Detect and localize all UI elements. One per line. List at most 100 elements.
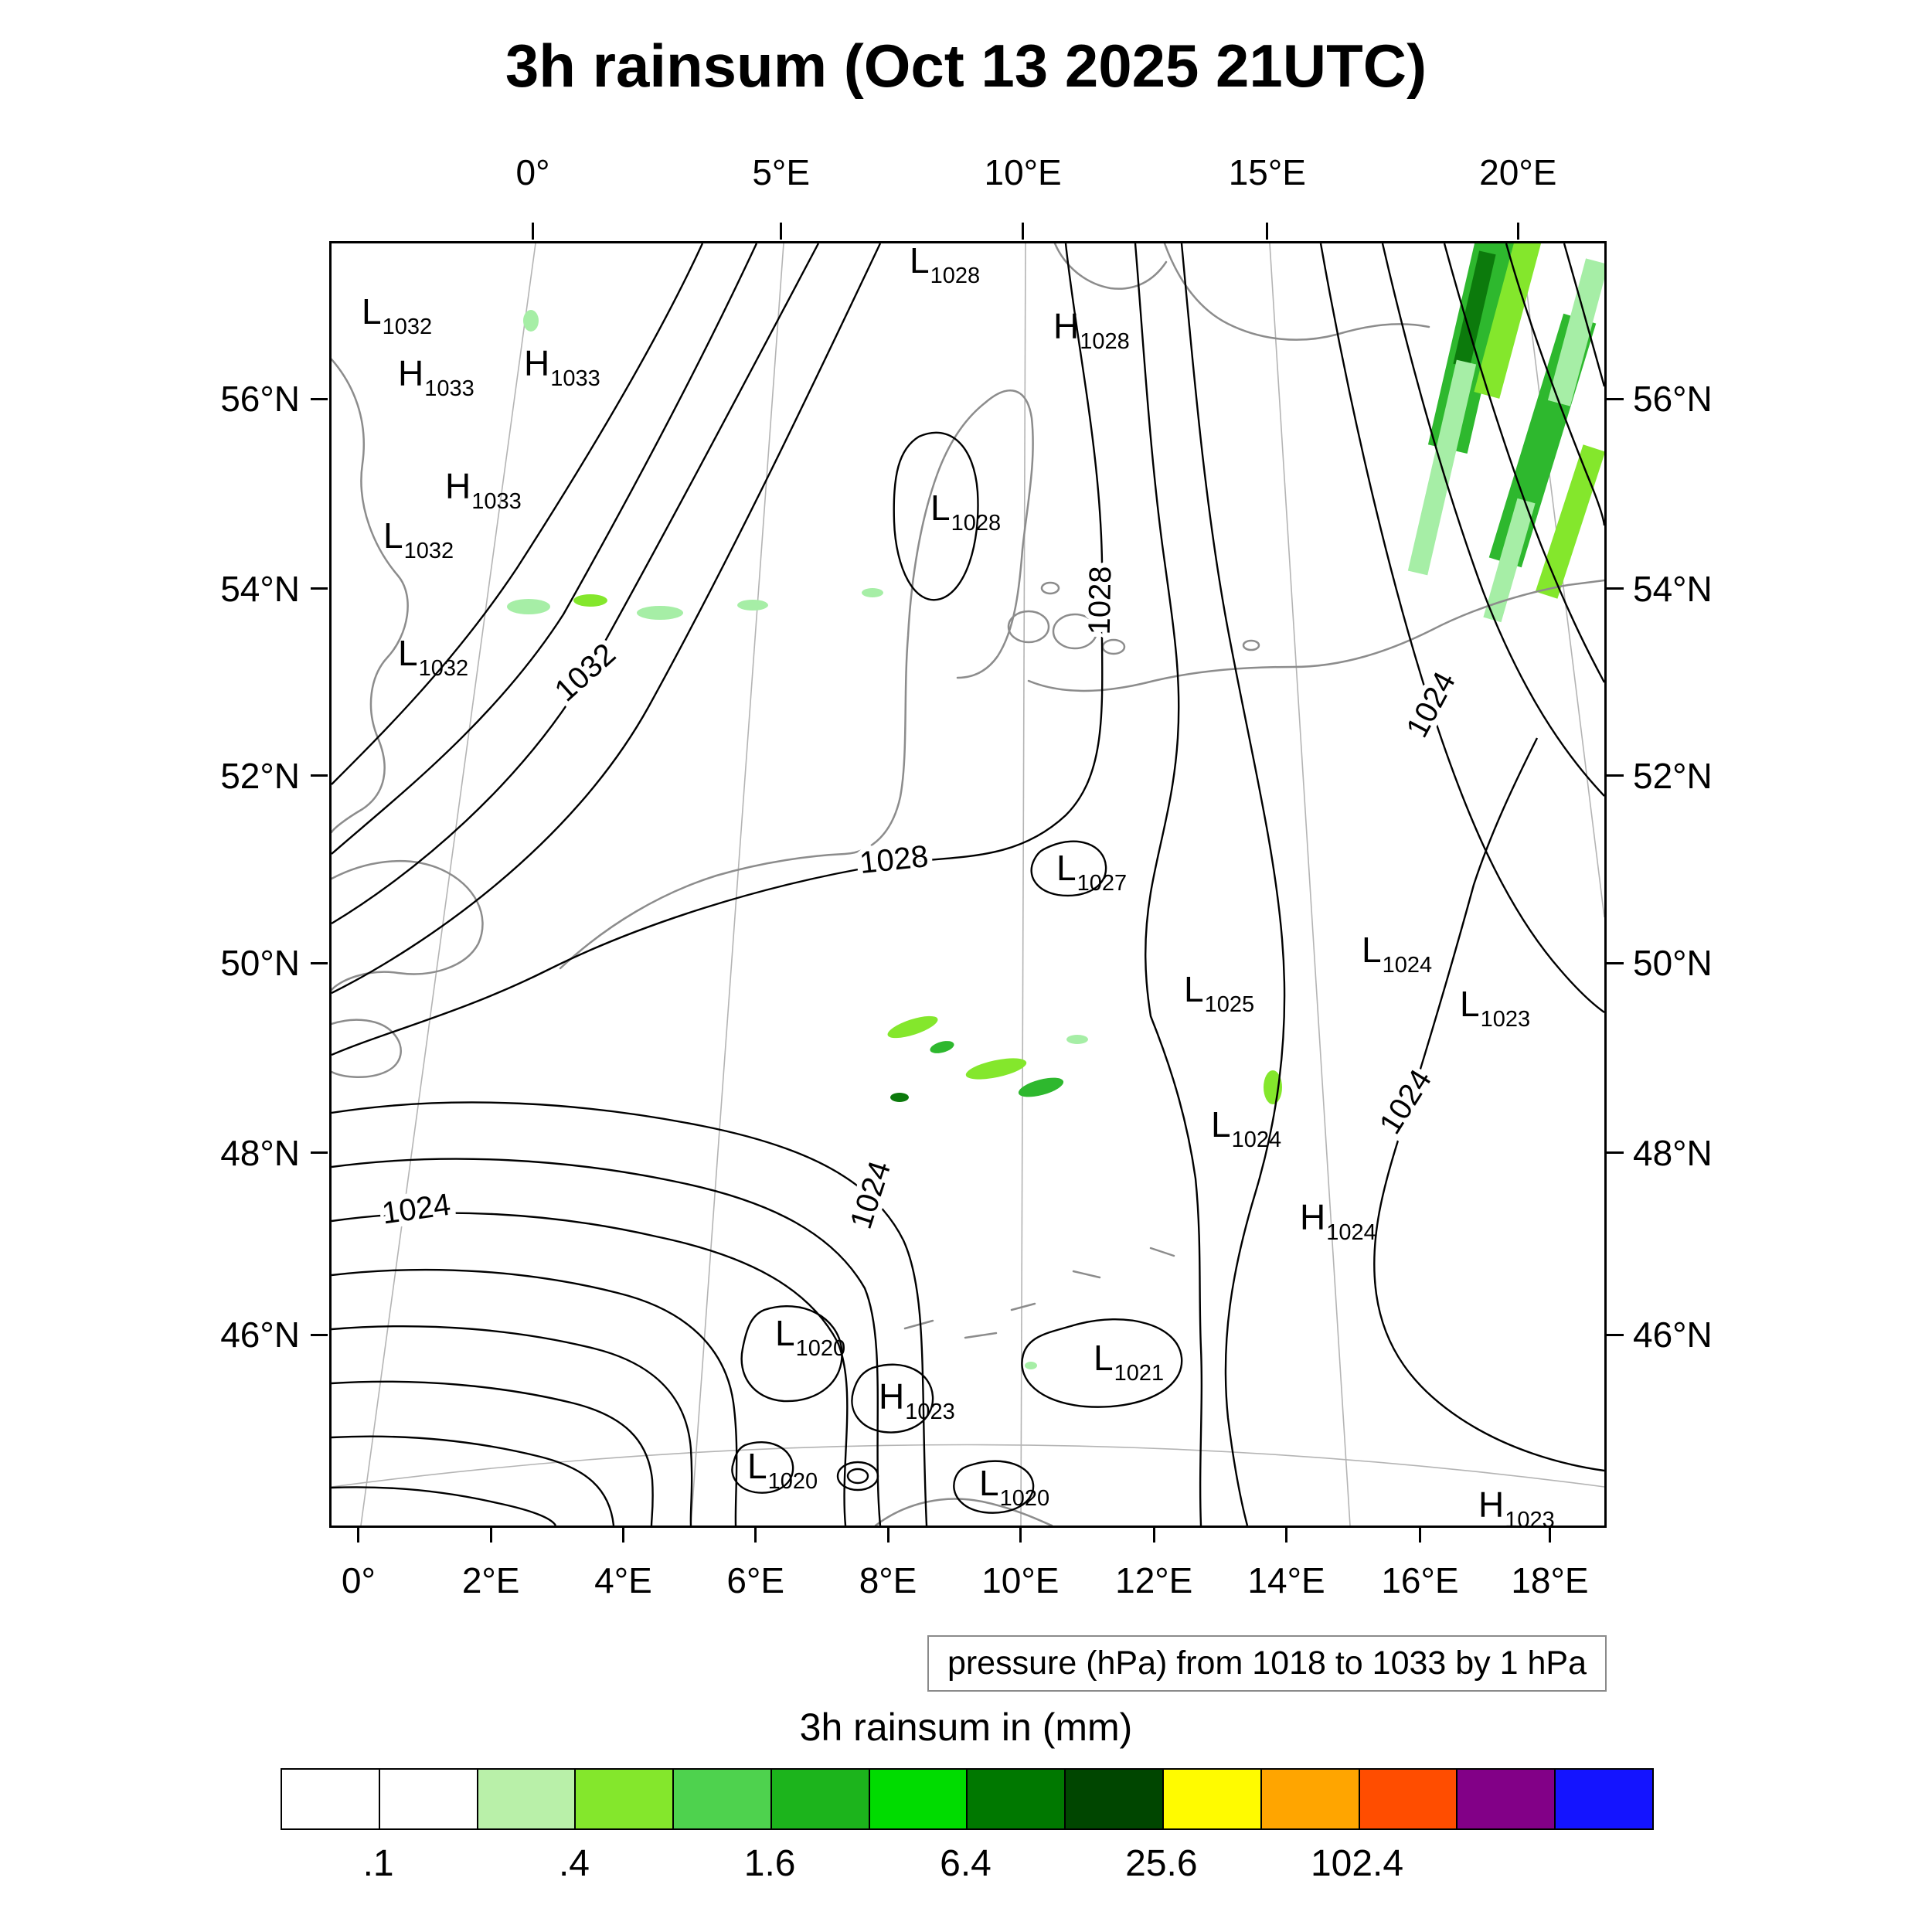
isobar-value-label: 1028 [1083,566,1118,635]
contour-labels: 1032 1028 1028 1024 1024 1024 1024 [375,561,1468,1238]
axis-label-bottom: 18°E [1511,1560,1589,1600]
axis-tick-left [311,961,328,964]
coastlines [332,243,1604,1526]
colorbar-cell [1359,1770,1458,1828]
isobar-value-label: 1024 [380,1188,453,1231]
high-pressure-center-marker: H1024 [1300,1197,1376,1245]
axis-label-right: 46°N [1633,1315,1713,1355]
low-pressure-center-marker: L1020 [747,1446,818,1494]
colorbar-tick-label: 25.6 [1125,1843,1198,1884]
colorbar-cell [771,1770,870,1828]
axis-tick-right [1607,961,1624,964]
colorbar [281,1768,1654,1830]
axis-label-bottom: 6°E [726,1560,785,1600]
axis-tick-bottom [489,1526,492,1543]
axis-tick-left [311,1333,328,1336]
rain-shading [507,243,1604,1369]
axis-tick-bottom [1548,1526,1551,1543]
map-plot-area: 1032 1028 1028 1024 1024 1024 1024 L1032 H1033 H… [329,241,1607,1528]
colorbar-tick-label: 6.4 [940,1843,992,1884]
axis-label-left: 48°N [220,1132,300,1173]
low-pressure-center-marker: L1028 [910,243,980,288]
low-pressure-center-marker: L1024 [1211,1104,1281,1152]
low-pressure-center-marker: L1021 [1094,1338,1164,1386]
low-pressure-center-marker: L1020 [979,1463,1049,1511]
axis-label-right: 50°N [1633,943,1713,984]
colorbar-cell [674,1770,772,1828]
high-pressure-center-marker: H1033 [445,466,522,514]
axis-label-left: 56°N [220,379,300,420]
axis-tick-right [1607,774,1624,777]
colorbar-cell [1556,1770,1652,1828]
colorbar-cell [1164,1770,1262,1828]
axis-label-top: 15°E [1228,152,1306,192]
low-pressure-center-marker: L1024 [1362,930,1432,978]
graticule-lines [332,243,1604,1526]
axis-label-left: 46°N [220,1315,300,1355]
axis-tick-left [311,397,328,400]
axis-tick-bottom [1152,1526,1155,1543]
axis-label-right: 56°N [1633,379,1713,420]
axis-label-right: 48°N [1633,1132,1713,1173]
axis-tick-bottom [357,1526,360,1543]
axis-label-bottom: 8°E [859,1560,917,1600]
axis-label-bottom: 10°E [981,1560,1060,1600]
colorbar-tick-label: .1 [362,1843,394,1884]
colorbar-tick-label: .4 [558,1843,590,1884]
axis-label-bottom: 12°E [1115,1560,1193,1600]
low-pressure-center-marker: L1023 [1460,984,1530,1032]
axis-tick-right [1607,1333,1624,1336]
high-pressure-center-marker: H1028 [1053,306,1130,354]
axis-tick-right [1607,587,1624,590]
low-pressure-center-marker: L1027 [1056,848,1127,896]
high-pressure-center-marker: H1033 [524,343,600,391]
axis-label-bottom: 14°E [1247,1560,1325,1600]
isobar-value-label: 1024 [1400,666,1463,743]
colorbar-cell [968,1770,1066,1828]
axis-tick-top [1266,223,1269,240]
axis-label-bottom: 4°E [594,1560,652,1600]
low-pressure-center-marker: L1032 [362,291,432,339]
colorbar-tick-label: 1.6 [743,1843,796,1884]
axis-tick-top [532,223,535,240]
axis-label-left: 50°N [220,943,300,984]
axis-tick-bottom [1285,1526,1288,1543]
colorbar-cell [379,1770,478,1828]
low-pressure-center-marker: L1025 [1184,969,1254,1017]
low-pressure-center-marker: L1032 [383,515,454,563]
isobar-value-label: 1024 [844,1157,897,1233]
axis-tick-left [311,774,328,777]
axis-tick-bottom [886,1526,889,1543]
axis-tick-right [1607,397,1624,400]
colorbar-title: 3h rainsum in (mm) [799,1706,1133,1749]
colorbar-cell [478,1770,577,1828]
isobar-value-label: 1032 [549,637,623,708]
axis-label-right: 54°N [1633,568,1713,609]
axis-tick-bottom [754,1526,757,1543]
axis-label-right: 52°N [1633,755,1713,796]
axis-tick-left [311,587,328,590]
axis-label-left: 52°N [220,755,300,796]
page-title: 3h rainsum (Oct 13 2025 21UTC) [505,32,1427,100]
axis-tick-bottom [1418,1526,1421,1543]
high-pressure-center-marker: H1023 [1478,1485,1555,1526]
axis-tick-bottom [1019,1526,1022,1543]
low-pressure-center-marker: L1020 [775,1313,845,1361]
axis-tick-right [1607,1151,1624,1155]
axis-tick-top [1516,223,1519,240]
axis-tick-top [1022,223,1025,240]
axis-label-bottom: 2°E [461,1560,520,1600]
colorbar-cell [1066,1770,1165,1828]
isobar-contours [332,243,1604,1526]
axis-label-bottom: 16°E [1381,1560,1459,1600]
pressure-centers: L1032H1033H1033H1033L1032L1032L1028H1028… [362,243,1555,1526]
high-pressure-center-marker: H1033 [398,353,474,401]
axis-label-top: 20°E [1479,152,1557,192]
axis-label-top: 5°E [752,152,811,192]
isobar-value-label: 1028 [858,839,930,880]
colorbar-cell [1458,1770,1556,1828]
axis-label-bottom: 0° [341,1560,376,1600]
colorbar-cell [576,1770,675,1828]
axis-label-top: 0° [515,152,550,192]
